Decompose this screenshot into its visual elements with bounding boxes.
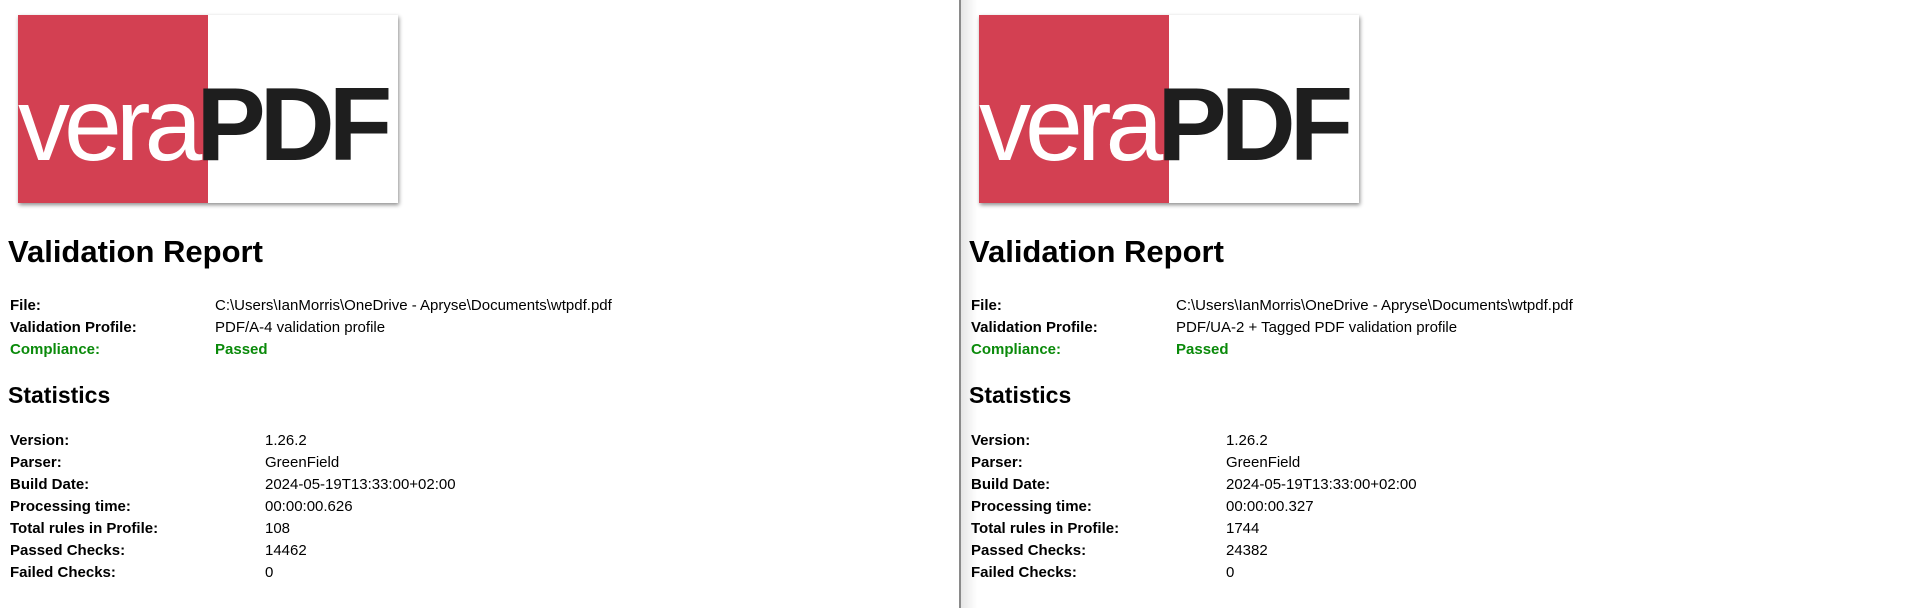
field-label: Parser: bbox=[10, 453, 62, 471]
field-value: GreenField bbox=[265, 453, 340, 471]
field-label: File: bbox=[971, 296, 1002, 314]
page-title: Validation Report bbox=[969, 234, 1224, 269]
statistics-row: Build Date: 2024-05-19T13:33:00+02:00 bbox=[10, 473, 456, 495]
field-label: Processing time: bbox=[10, 497, 131, 515]
verapdf-logo: veraPDF bbox=[979, 15, 1359, 203]
field-label: Build Date: bbox=[10, 475, 90, 493]
statistics-table: Version: 1.26.2 Parser: GreenField Build Dat… bbox=[971, 429, 1417, 583]
statistics-row: Build Date: 2024-05-19T13:33:00+02:00 bbox=[971, 473, 1417, 495]
statistics-row: Total rules in Profile: 108 bbox=[10, 517, 456, 539]
summary-row: Compliance: Passed bbox=[10, 338, 612, 360]
field-value: 24382 bbox=[1226, 541, 1268, 559]
field-label: Compliance: bbox=[10, 340, 101, 358]
summary-row: Compliance: Passed bbox=[971, 338, 1573, 360]
report-panel-left: veraPDF Validation Report File: C:\Users\… bbox=[8, 15, 612, 583]
field-value: PDF/UA-2 + Tagged PDF validation profile bbox=[1176, 318, 1458, 336]
statistics-row: Processing time: 00:00:00.626 bbox=[10, 495, 456, 517]
field-value: 00:00:00.327 bbox=[1226, 497, 1314, 515]
field-value: GreenField bbox=[1226, 453, 1301, 471]
statistics-heading: Statistics bbox=[969, 382, 1072, 408]
summary-row: File: C:\Users\IanMorris\OneDrive - Aprys… bbox=[971, 294, 1573, 316]
summary-table: File: C:\Users\IanMorris\OneDrive - Aprys… bbox=[971, 294, 1573, 360]
field-value: 108 bbox=[265, 519, 291, 537]
statistics-row: Failed Checks: 0 bbox=[10, 561, 456, 583]
summary-row: Validation Profile: PDF/UA-2 + Tagged PDF… bbox=[971, 316, 1573, 338]
field-label: Validation Profile: bbox=[10, 318, 137, 336]
field-label: Failed Checks: bbox=[971, 563, 1077, 581]
statistics-row: Passed Checks: 24382 bbox=[971, 539, 1417, 561]
field-label: Version: bbox=[971, 431, 1031, 449]
field-value: 0 bbox=[1226, 563, 1235, 581]
statistics-row: Version: 1.26.2 bbox=[10, 429, 456, 451]
statistics-row: Total rules in Profile: 1744 bbox=[971, 517, 1417, 539]
field-label: Total rules in Profile: bbox=[10, 519, 159, 537]
field-value: 2024-05-19T13:33:00+02:00 bbox=[1226, 475, 1417, 493]
field-label: Version: bbox=[10, 431, 70, 449]
field-value: 2024-05-19T13:33:00+02:00 bbox=[265, 475, 456, 493]
field-value: 00:00:00.626 bbox=[265, 497, 353, 515]
field-value: 14462 bbox=[265, 541, 307, 559]
field-value: PDF/A-4 validation profile bbox=[215, 318, 386, 336]
field-value: 0 bbox=[265, 563, 274, 581]
statistics-row: Version: 1.26.2 bbox=[971, 429, 1417, 451]
field-label: Compliance: bbox=[971, 340, 1062, 358]
field-value: Passed bbox=[1176, 340, 1229, 358]
field-label: Passed Checks: bbox=[10, 541, 126, 559]
statistics-heading: Statistics bbox=[8, 382, 111, 408]
field-value: 1.26.2 bbox=[1226, 431, 1268, 449]
summary-row: Validation Profile: PDF/A-4 validation pr… bbox=[10, 316, 612, 338]
field-label: Parser: bbox=[971, 453, 1023, 471]
statistics-row: Passed Checks: 14462 bbox=[10, 539, 456, 561]
field-label: Validation Profile: bbox=[971, 318, 1098, 336]
statistics-row: Parser: GreenField bbox=[971, 451, 1417, 473]
page-title: Validation Report bbox=[8, 234, 263, 269]
summary-row: File: C:\Users\IanMorris\OneDrive - Aprys… bbox=[10, 294, 612, 316]
field-value: Passed bbox=[215, 340, 268, 358]
verapdf-logo: veraPDF bbox=[18, 15, 398, 203]
report-panel-right: veraPDF Validation Report File: C:\Users\… bbox=[961, 0, 1916, 608]
field-value: 1.26.2 bbox=[265, 431, 307, 449]
statistics-row: Parser: GreenField bbox=[10, 451, 456, 473]
statistics-table: Version: 1.26.2 Parser: GreenField Build Dat… bbox=[10, 429, 456, 583]
field-value: C:\Users\IanMorris\OneDrive - Apryse\Doc… bbox=[215, 296, 612, 314]
field-value: C:\Users\IanMorris\OneDrive - Apryse\Doc… bbox=[1176, 296, 1573, 314]
pane-divider[interactable] bbox=[959, 0, 961, 608]
field-label: Passed Checks: bbox=[971, 541, 1087, 559]
field-label: Failed Checks: bbox=[10, 563, 116, 581]
field-value: 1744 bbox=[1226, 519, 1260, 537]
summary-table: File: C:\Users\IanMorris\OneDrive - Aprys… bbox=[10, 294, 612, 360]
statistics-row: Processing time: 00:00:00.327 bbox=[971, 495, 1417, 517]
field-label: File: bbox=[10, 296, 41, 314]
field-label: Build Date: bbox=[971, 475, 1051, 493]
field-label: Processing time: bbox=[971, 497, 1092, 515]
field-label: Total rules in Profile: bbox=[971, 519, 1120, 537]
statistics-row: Failed Checks: 0 bbox=[971, 561, 1417, 583]
